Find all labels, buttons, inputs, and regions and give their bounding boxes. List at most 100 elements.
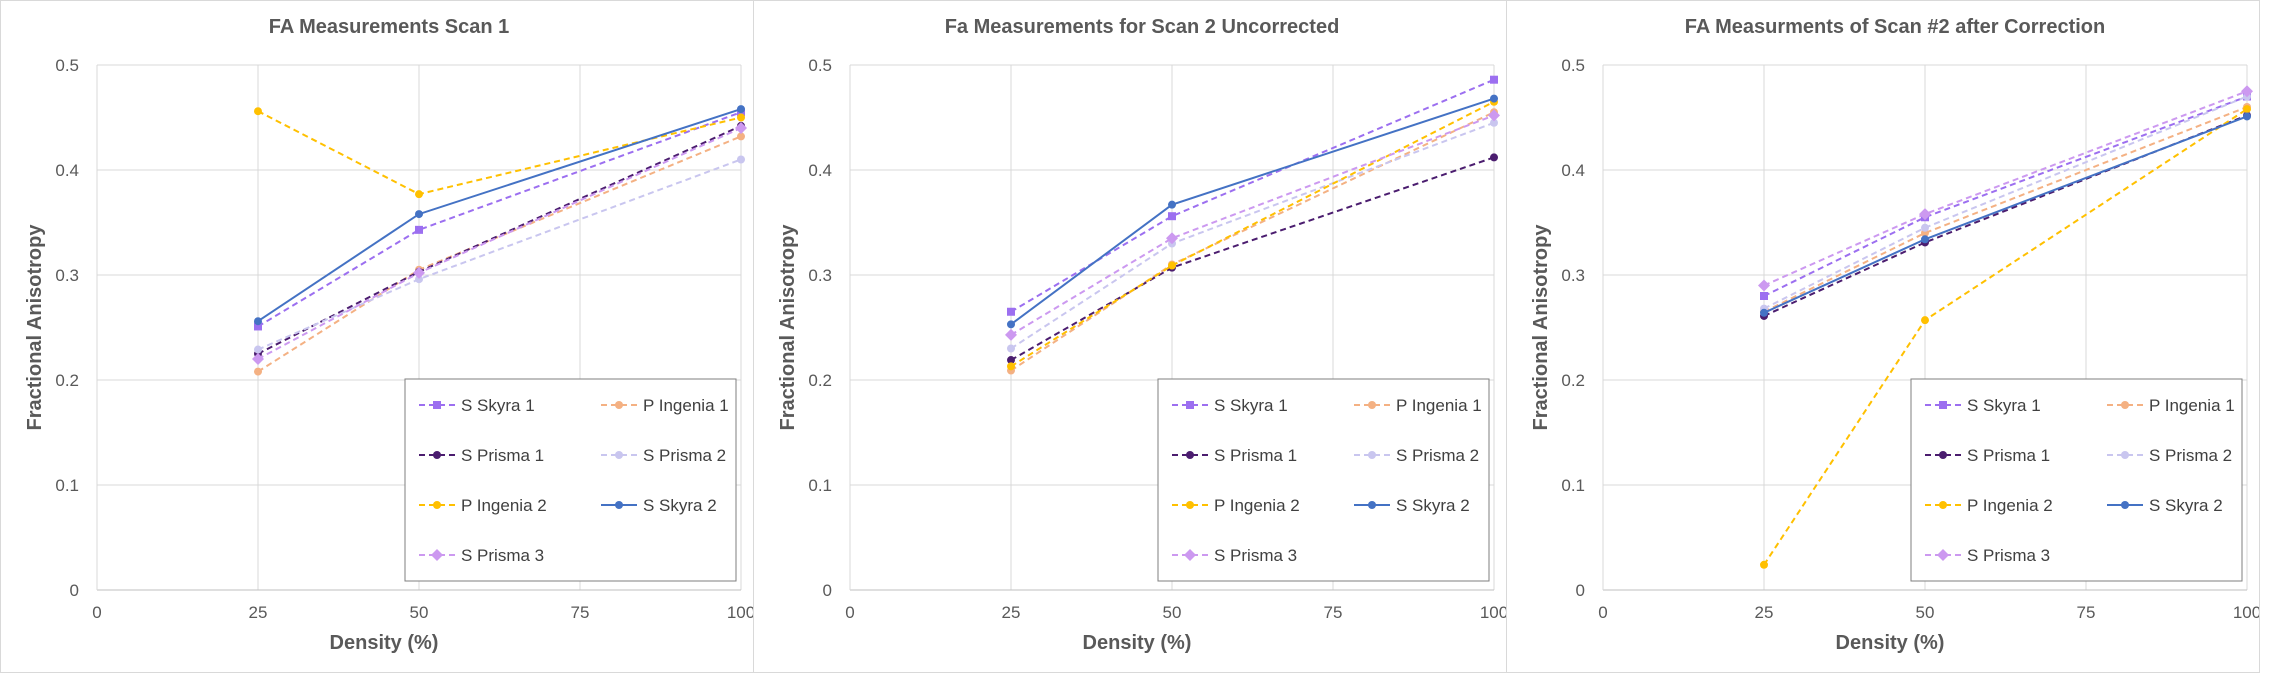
legend-box: [404, 378, 737, 582]
data-point: [1490, 94, 1498, 103]
legend-item: S Prisma 2: [2107, 446, 2232, 465]
data-point: [1168, 200, 1176, 209]
data-point: [1168, 212, 1176, 221]
data-point: [1760, 308, 1768, 317]
series-s-skyra-1: [1760, 92, 2251, 300]
legend-label: P Ingenia 1: [2149, 396, 2235, 415]
data-point: [1168, 261, 1176, 270]
series-line: [257, 135, 742, 373]
chart-panel-2: Fa Measurements for Scan 2 Uncorrected 0 0…: [753, 0, 1507, 673]
legend-swatch-marker: [1939, 501, 1947, 509]
legend-swatch-marker: [1939, 451, 1947, 459]
data-point: [254, 345, 262, 354]
legend-swatch-marker: [2121, 451, 2129, 459]
data-point: [254, 317, 262, 326]
legend-item: S Prisma 2: [1354, 446, 1479, 465]
legend-label: S Skyra 1: [1214, 396, 1288, 415]
data-point: [413, 266, 425, 279]
data-point: [1758, 279, 1770, 292]
data-point: [254, 367, 262, 376]
legend-item: S Prisma 3: [1925, 546, 2050, 565]
legend-swatch-marker: [431, 549, 443, 561]
legend-swatch-marker: [1368, 401, 1376, 409]
legend-swatch-marker: [1368, 451, 1376, 459]
chart-title: Fa Measurements for Scan 2 Uncorrected: [945, 16, 1340, 38]
series-line: [1010, 100, 1495, 368]
data-point: [415, 275, 423, 284]
series-s-prisma-1: [1007, 153, 1498, 365]
legend-label: S Prisma 2: [1396, 446, 1479, 465]
legend: S Skyra 1 P Ingenia 1 S Prisma 1 S Prisma 2…: [404, 378, 737, 582]
series-s-skyra-2: [254, 105, 745, 326]
y-axis-label: Fractional Anisotropy: [24, 224, 46, 431]
data-point: [1760, 292, 1768, 300]
legend-label: S Prisma 1: [1214, 446, 1297, 465]
series-line: [1763, 115, 2248, 314]
series-s-skyra-2: [1007, 94, 1498, 329]
series-s-prisma-1: [254, 121, 745, 358]
legend-swatch-marker: [1937, 549, 1949, 561]
y-tick-label: 0.5: [1561, 56, 1585, 75]
x-tick-label: 75: [2077, 603, 2096, 622]
data-point: [1760, 560, 1768, 569]
legend-label: S Prisma 3: [1967, 546, 2050, 565]
legend-item: S Skyra 2: [601, 496, 717, 515]
x-tick-label: 75: [1324, 603, 1343, 622]
legend-box: [1910, 378, 2243, 582]
chart-svg-3: FA Measurments of Scan #2 after Correcti…: [1530, 16, 2259, 654]
x-tick-label: 75: [571, 603, 590, 622]
legend-swatch-marker: [2121, 501, 2129, 509]
x-tick-label: 0: [845, 603, 854, 622]
legend-item: S Skyra 2: [2107, 496, 2223, 515]
legend-item: P Ingenia 1: [601, 396, 729, 415]
data-point: [415, 210, 423, 219]
y-tick-label: 0.1: [808, 476, 832, 495]
legend-swatch-marker: [615, 501, 623, 509]
x-tick-label: 25: [1755, 603, 1774, 622]
data-point: [2241, 85, 2253, 98]
series-line: [1010, 78, 1495, 313]
series-line: [1763, 95, 2248, 297]
y-tick-label: 0.3: [55, 266, 79, 285]
y-tick-label: 0.2: [55, 371, 79, 390]
data-point: [737, 132, 745, 141]
legend-label: S Prisma 2: [2149, 446, 2232, 465]
series-line: [1763, 114, 2248, 317]
chart-svg-1: FA Measurements Scan 1 0 0.1 0.2 0.3 0.4 0.5 0 2…: [24, 16, 753, 654]
series-s-prisma-3: [1758, 85, 2253, 292]
series-p-ingenia-2: [1007, 97, 1498, 371]
y-tick-label: 0.1: [1561, 476, 1585, 495]
y-tick-label: 0.4: [808, 161, 832, 180]
series-s-prisma-3: [1005, 109, 1500, 341]
data-point: [737, 113, 745, 122]
data-point: [254, 107, 262, 116]
data-point: [1007, 320, 1015, 329]
series-line: [1010, 114, 1495, 336]
y-tick-label: 0.2: [1561, 371, 1585, 390]
legend-item: P Ingenia 2: [419, 496, 547, 515]
legend-item: S Prisma 1: [1172, 446, 1297, 465]
series-line: [1010, 121, 1495, 350]
legend-label: S Skyra 2: [643, 496, 717, 515]
legend-label: S Prisma 1: [1967, 446, 2050, 465]
data-point: [1005, 328, 1017, 341]
legend-label: S Prisma 3: [1214, 546, 1297, 565]
legend-item: S Skyra 1: [1925, 396, 2041, 415]
legend-item: P Ingenia 1: [1354, 396, 1482, 415]
y-tick-label: 0.2: [808, 371, 832, 390]
y-tick-label: 0.4: [1561, 161, 1585, 180]
legend-item: S Skyra 1: [1172, 396, 1288, 415]
x-tick-label: 0: [1598, 603, 1607, 622]
series-p-ingenia-1: [254, 132, 745, 376]
x-tick-label: 25: [249, 603, 268, 622]
x-tick-label: 100: [2233, 603, 2259, 622]
series-line: [1010, 156, 1495, 361]
data-point: [252, 353, 264, 365]
legend-item: S Prisma 3: [1172, 546, 1297, 565]
series-line: [257, 110, 742, 196]
series-s-skyra-1: [1007, 75, 1498, 316]
legend-swatch-marker: [433, 501, 441, 509]
legend-label: S Prisma 1: [461, 446, 544, 465]
x-tick-label: 25: [1002, 603, 1021, 622]
